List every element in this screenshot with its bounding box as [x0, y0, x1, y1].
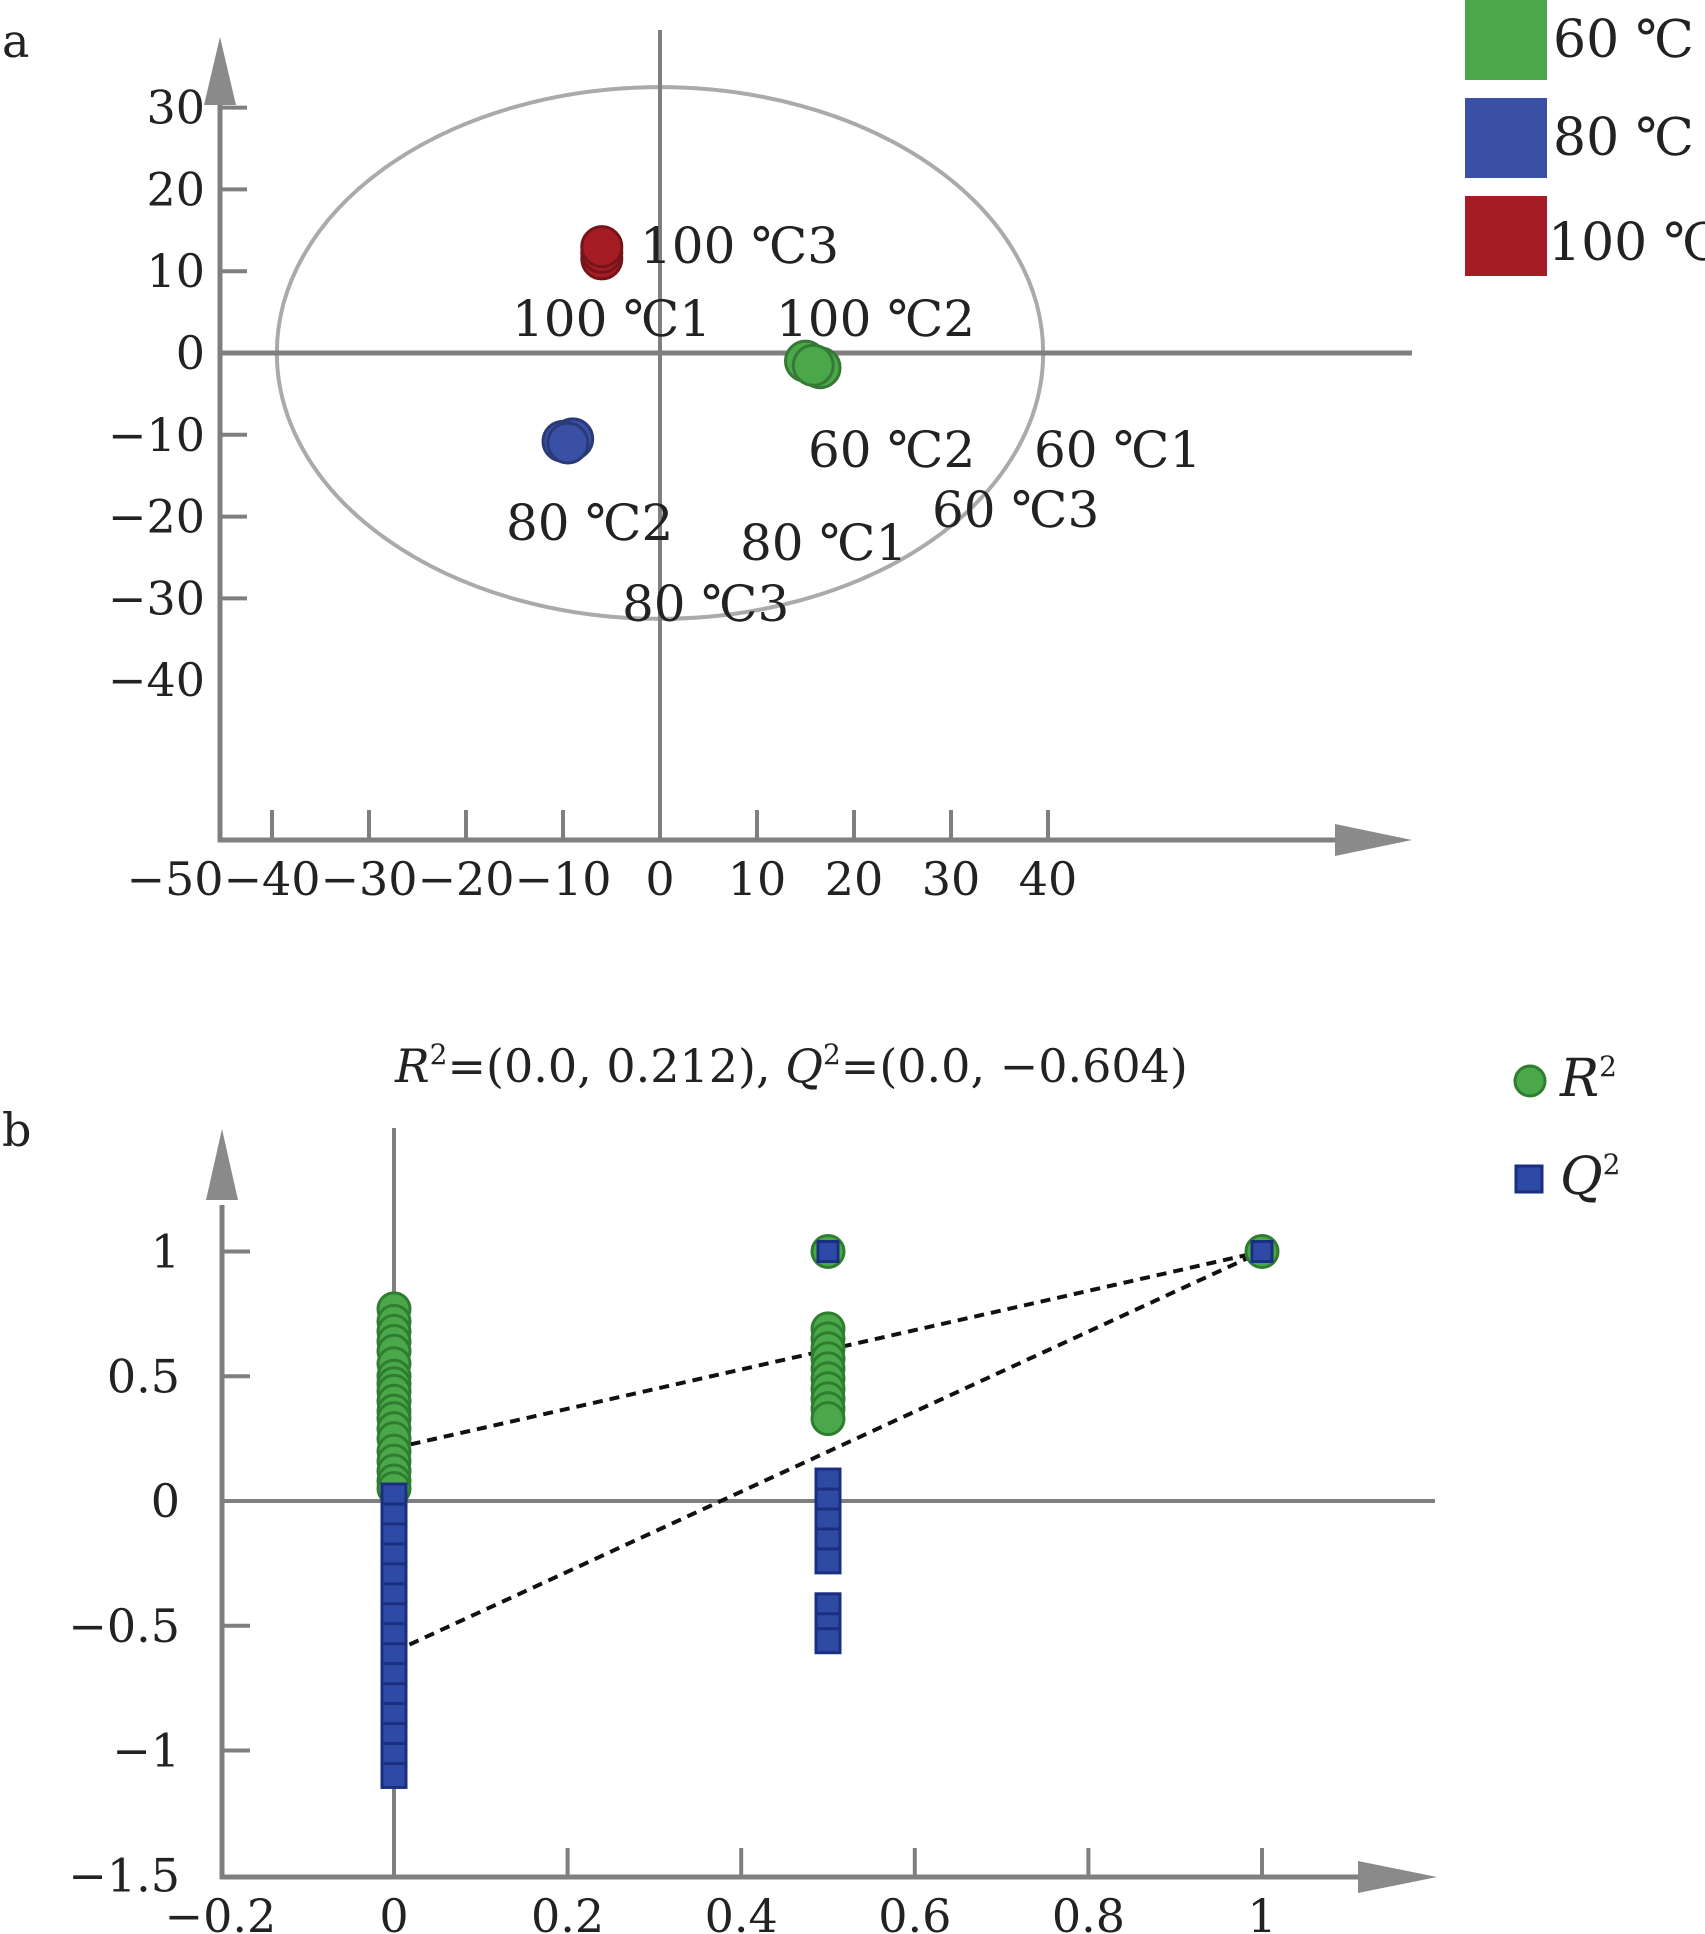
y-tick-label: 0: [151, 1474, 180, 1528]
legend-q2-label: Q2: [1560, 1147, 1620, 1207]
y-tick-label: 0: [176, 326, 205, 380]
label-100C3: 100 ℃3: [640, 217, 839, 275]
legend-label-100: 100 ℃: [1548, 213, 1705, 273]
q2-point: [816, 1240, 840, 1263]
q2-point: [1250, 1240, 1274, 1263]
legend-r2-sup: 2: [1599, 1050, 1617, 1083]
y-axis-ticks: 30 20 10 0 −10 −20 −30 −40: [108, 81, 247, 707]
legend-r2-symbol: R: [1559, 1049, 1599, 1109]
x-axis-arrow-b: [1358, 1861, 1437, 1893]
label-100C2: 100 ℃2: [776, 290, 975, 348]
x-tick-label: 0.8: [1052, 1889, 1125, 1934]
x-tick-label: −10: [514, 852, 611, 906]
score-point: [791, 343, 835, 387]
y-tick-label: −30: [108, 571, 205, 625]
x-tick-label: −50: [126, 852, 223, 906]
title-r-symbol: R: [394, 1039, 430, 1093]
x-tick-label: 1: [1247, 1889, 1276, 1934]
title-q-sup: 2: [823, 1038, 841, 1071]
x-tick-label: −30: [320, 852, 417, 906]
x-axis-ticks-b: −0.2 0 0.2 0.4 0.6 0.8 1: [165, 1848, 1277, 1934]
panel-b-label: b: [2, 1103, 31, 1157]
legend-r2-label: R2: [1559, 1049, 1617, 1109]
legend-label-80: 80 ℃: [1553, 108, 1694, 168]
q2-point: [380, 1761, 408, 1789]
regression-line: [393, 1249, 1263, 1654]
x-tick-label: −40: [223, 852, 320, 906]
y-tick-label: −10: [108, 408, 205, 462]
legend-q2-symbol: Q: [1560, 1147, 1603, 1207]
label-60C1: 60 ℃1: [1034, 421, 1201, 479]
title-q-value: =(0.0, −0.604): [841, 1039, 1188, 1093]
y-tick-label: 1: [151, 1225, 180, 1279]
x-tick-label: 0.2: [531, 1889, 604, 1934]
q2-point: [814, 1627, 842, 1655]
validation-title: R2=(0.0, 0.212), Q2=(0.0, −0.604): [394, 1038, 1188, 1093]
score-point: [580, 225, 624, 269]
label-60C3: 60 ℃3: [932, 481, 1099, 539]
x-tick-label: 40: [1019, 852, 1078, 906]
panel-b: b R2=(0.0, 0.212), Q2=(0.0, −0.604) −0.2…: [2, 1038, 1620, 1934]
x-tick-label: −20: [417, 852, 514, 906]
title-r-value: =(0.0, 0.212),: [447, 1039, 785, 1093]
title-r-sup: 2: [430, 1038, 448, 1071]
r2-point: [810, 1401, 846, 1437]
y-axis-arrow-b: [206, 1129, 238, 1200]
y-tick-label: −20: [108, 490, 205, 544]
label-80C1: 80 ℃1: [740, 514, 907, 572]
score-point: [546, 421, 590, 465]
legend-r2-marker: [1513, 1064, 1547, 1098]
x-axis-ticks: −50 −40 −30 −20 −10 0 10 20 30 40: [126, 810, 1077, 906]
legend-swatch-100: [1465, 196, 1547, 276]
permutation-points: [376, 1234, 1280, 1789]
y-axis-arrow: [204, 37, 236, 105]
label-80C3: 80 ℃3: [622, 575, 789, 633]
title-q-symbol: Q: [785, 1039, 823, 1093]
x-tick-label: 10: [728, 852, 787, 906]
legend-swatch-80: [1465, 98, 1547, 178]
y-tick-label: −40: [108, 653, 205, 707]
y-tick-label: 20: [146, 162, 205, 216]
x-tick-label: 0: [645, 852, 674, 906]
y-axis-ticks-b: 1 0.5 0 −0.5 −1 −1.5: [68, 1225, 250, 1902]
y-tick-label: −1: [112, 1724, 180, 1778]
score-points: [541, 225, 842, 465]
legend-a: 60 ℃ 80 ℃ 100 ℃: [1465, 0, 1705, 276]
y-tick-label: 30: [146, 81, 205, 135]
label-60C2: 60 ℃2: [808, 421, 975, 479]
y-tick-label: −1.5: [68, 1848, 180, 1902]
panel-a: a −50 −40 −30 −20 −10 0 10 20 30 40 3020100−10−20…: [2, 0, 1705, 906]
legend-q2-marker: [1514, 1164, 1544, 1194]
x-tick-label: 0.6: [878, 1889, 951, 1934]
q2-point: [814, 1547, 842, 1575]
y-tick-label: −0.5: [68, 1599, 180, 1653]
x-tick-label: 0: [379, 1889, 408, 1934]
sample-labels: 100 ℃3 100 ℃1 100 ℃2 60 ℃2 60 ℃1 60 ℃3 8…: [506, 217, 1201, 633]
x-tick-label: 0.4: [705, 1889, 778, 1934]
legend-b: R2 Q2: [1513, 1049, 1620, 1207]
label-100C1: 100 ℃1: [512, 290, 711, 348]
y-tick-label: 0.5: [107, 1349, 180, 1403]
x-axis-arrow: [1335, 824, 1412, 856]
legend-label-60: 60 ℃: [1553, 10, 1694, 70]
y-tick-label: 10: [146, 244, 205, 298]
label-80C2: 80 ℃2: [506, 494, 673, 552]
x-tick-label: 20: [825, 852, 884, 906]
legend-swatch-60: [1465, 0, 1547, 80]
legend-q2-sup: 2: [1603, 1148, 1621, 1181]
x-tick-label: −0.2: [165, 1889, 277, 1934]
panel-a-label: a: [2, 14, 29, 68]
x-tick-label: 30: [922, 852, 981, 906]
